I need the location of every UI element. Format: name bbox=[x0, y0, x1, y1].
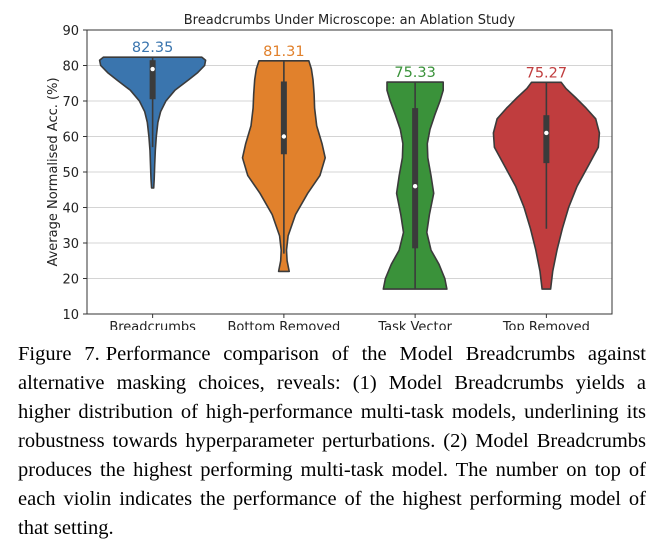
y-tick-label: 70 bbox=[62, 95, 79, 110]
y-tick-label: 20 bbox=[62, 273, 79, 288]
plot-frame bbox=[86, 29, 613, 315]
max-value-label: 81.31 bbox=[263, 44, 305, 60]
violin-iqr-box bbox=[280, 81, 287, 155]
x-tick-label: Task Vector bbox=[377, 320, 452, 330]
y-tick-label: 30 bbox=[62, 237, 79, 252]
y-axis-label: Average Normalised Acc. (%) bbox=[46, 77, 61, 266]
violin-iqr-box bbox=[149, 60, 156, 100]
x-tick-label: Breadcrumbs bbox=[109, 320, 196, 330]
y-tick-label: 60 bbox=[62, 131, 79, 146]
violin-median-dot bbox=[412, 184, 418, 189]
y-tick-label: 10 bbox=[62, 308, 79, 323]
max-value-label: 82.35 bbox=[132, 40, 174, 56]
figure-caption: Figure 7. Performance comparison of the M… bbox=[18, 340, 646, 543]
violin-median-dot bbox=[281, 134, 287, 139]
y-tick-label: 50 bbox=[62, 166, 79, 181]
x-tick-label: Top Removed bbox=[502, 320, 590, 330]
y-tick-label: 80 bbox=[62, 60, 79, 75]
violin-iqr-box bbox=[543, 115, 550, 164]
y-tick-label: 90 bbox=[62, 24, 79, 39]
caption-label: Figure 7. bbox=[18, 343, 100, 365]
max-value-label: 75.27 bbox=[526, 65, 568, 81]
violin-chart: 10 20 30 40 50 60 70 80 90 Breadcrumbs Under Micr… bbox=[46, 13, 613, 330]
violin-iqr-box bbox=[412, 108, 419, 249]
violin-median-dot bbox=[544, 130, 549, 136]
x-tick-label: Bottom Removed bbox=[227, 320, 340, 330]
max-value-label: 75.33 bbox=[394, 65, 436, 81]
caption-text: Performance comparison of the Model Brea… bbox=[18, 343, 646, 539]
y-tick-label: 40 bbox=[62, 202, 79, 217]
violin-median-dot bbox=[150, 66, 155, 72]
chart-title: Breadcrumbs Under Microscope: an Ablatio… bbox=[184, 13, 516, 28]
violin-figure: 10 20 30 40 50 60 70 80 90 Breadcrumbs Under Micr… bbox=[46, 13, 613, 330]
